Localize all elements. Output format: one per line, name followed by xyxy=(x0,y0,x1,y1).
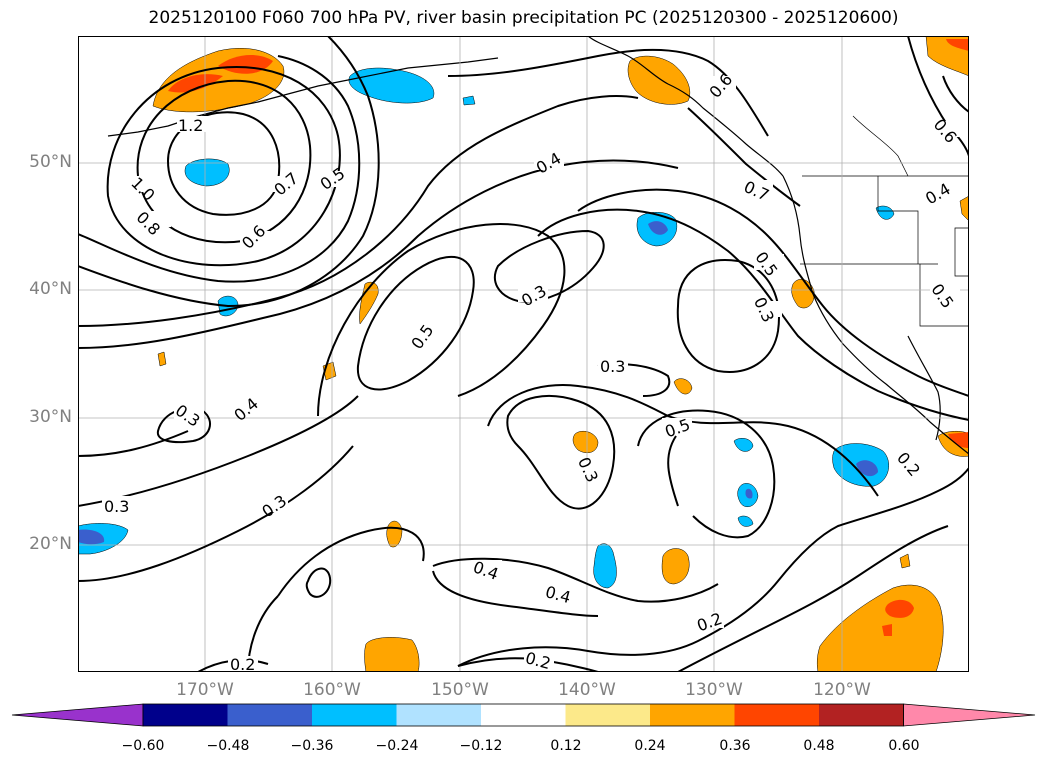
colorbar-segment xyxy=(396,704,481,726)
contour-label: 1.2 xyxy=(178,116,203,135)
colorbar-tick-label: 0.48 xyxy=(803,738,835,754)
colorbar-segment xyxy=(481,704,566,726)
map-frame xyxy=(78,36,969,672)
lat-label: 40°N xyxy=(29,279,72,299)
colorbar xyxy=(11,703,1036,727)
negative-precip-patch xyxy=(875,205,895,220)
colorbar-frame xyxy=(142,703,904,727)
colorbar-tick-label: 0.12 xyxy=(550,738,582,754)
positive-precip-patch xyxy=(661,548,690,585)
precip-shading xyxy=(78,36,969,672)
colorbar-extend-low xyxy=(11,703,144,727)
colorbar-tick-label: −0.12 xyxy=(459,738,503,754)
lon-label: 150°W xyxy=(431,680,489,700)
colorbar-tick-label: −0.48 xyxy=(206,738,250,754)
negative-precip-core xyxy=(745,488,753,499)
negative-precip-core xyxy=(78,529,105,545)
positive-precip-patch xyxy=(627,55,691,105)
lon-label: 130°W xyxy=(685,680,743,700)
colorbar-tick-label: −0.60 xyxy=(121,738,165,754)
negative-precip-patch xyxy=(733,438,754,452)
colorbar-segment xyxy=(650,704,735,726)
colorbar-tick-label: −0.36 xyxy=(290,738,334,754)
political-borders xyxy=(800,115,969,327)
negative-precip-core xyxy=(648,221,668,235)
colorbar-segment xyxy=(565,704,650,726)
lon-label: 140°W xyxy=(558,680,616,700)
contour-label: 0.3 xyxy=(600,357,625,376)
negative-precip-patch xyxy=(593,543,617,589)
colorbar-segment xyxy=(143,704,228,726)
positive-precip-patch xyxy=(364,637,420,672)
map-panel: 1.2 1.0 0.8 0.7 0.6 0.5 0.4 0.6 0.6 0.7 … xyxy=(78,36,969,672)
positive-precip-patch xyxy=(157,351,167,367)
colorbar-segment xyxy=(819,704,904,726)
positive-precip-patch xyxy=(572,431,599,453)
negative-precip-patch xyxy=(184,158,230,187)
colorbar-segment xyxy=(312,704,397,726)
positive-precip-patch xyxy=(959,195,969,222)
colorbar-segment xyxy=(734,704,819,726)
negative-precip-patch xyxy=(348,67,435,104)
negative-precip-patch xyxy=(737,515,754,527)
positive-precip-core xyxy=(168,74,223,93)
lat-label: 20°N xyxy=(29,534,72,554)
lon-label: 170°W xyxy=(176,680,234,700)
lat-label: 50°N xyxy=(29,152,72,172)
positive-precip-patch xyxy=(899,553,911,569)
negative-precip-core xyxy=(856,460,878,477)
colorbar-tick-label: −0.24 xyxy=(375,738,419,754)
coastlines xyxy=(107,36,969,455)
colorbar-extend-high xyxy=(903,703,1036,727)
positive-precip-core xyxy=(948,432,969,448)
positive-precip-patch xyxy=(673,378,693,395)
positive-precip-core xyxy=(882,624,892,636)
colorbar-tick-label: 0.24 xyxy=(634,738,666,754)
colorbar-tick-label: 0.60 xyxy=(888,738,920,754)
contour-label: 0.3 xyxy=(104,497,129,516)
map-title: 2025120100 F060 700 hPa PV, river basin … xyxy=(148,8,899,28)
lon-label: 160°W xyxy=(303,680,361,700)
lon-label: 120°W xyxy=(813,680,871,700)
negative-precip-patch xyxy=(462,95,476,106)
colorbar-tick-label: 0.36 xyxy=(719,738,751,754)
contour-label: 0.2 xyxy=(230,655,255,672)
colorbar-segment xyxy=(227,704,312,726)
positive-precip-core xyxy=(885,599,914,618)
lat-label: 30°N xyxy=(29,407,72,427)
contour-label: 0.2 xyxy=(523,648,553,672)
positive-precip-core xyxy=(946,39,969,51)
